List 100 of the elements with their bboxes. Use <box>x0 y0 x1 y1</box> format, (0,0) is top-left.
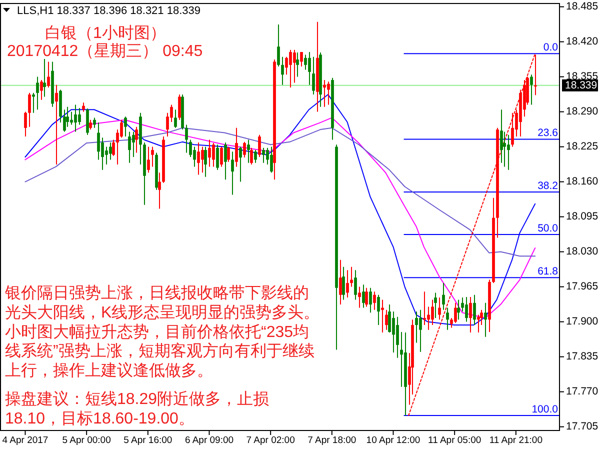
candlestick <box>457 299 460 320</box>
candlestick <box>377 294 380 326</box>
candlestick <box>197 142 200 176</box>
candlestick <box>327 81 330 106</box>
candlestick <box>193 146 196 168</box>
candlestick <box>254 150 257 164</box>
candlestick <box>101 137 104 170</box>
candlestick <box>120 119 123 138</box>
candlestick <box>93 117 96 128</box>
candlestick <box>178 94 181 120</box>
text: 白银（1小时图） <box>45 24 166 42</box>
candlestick <box>300 52 303 68</box>
candlestick <box>124 116 127 138</box>
candlestick <box>201 146 204 174</box>
candlestick <box>174 109 177 128</box>
candlestick <box>469 296 472 334</box>
candlestick <box>151 146 154 168</box>
candlestick <box>78 108 81 126</box>
candlestick <box>323 80 326 108</box>
candlestick <box>304 54 307 70</box>
candlestick <box>293 49 296 84</box>
y-tick-label: 17.900 <box>566 316 598 328</box>
candlestick <box>147 146 150 174</box>
candlestick <box>339 259 342 306</box>
candlestick <box>250 147 253 166</box>
candlestick <box>289 49 292 88</box>
candlestick <box>503 131 506 168</box>
candlestick <box>55 84 58 166</box>
y-tick-label: 18.160 <box>566 176 598 188</box>
candlestick <box>511 112 514 148</box>
candlestick <box>373 291 376 310</box>
candlestick <box>477 314 480 334</box>
candlestick <box>43 58 46 98</box>
candlestick <box>82 102 85 112</box>
annotation: 银价隔日强势上涨，日线报收略带下影线的光头大阳线，K线形态呈现明显的强势多头。小时图大幅拉升态势，目前价格依托“235均线系统”强势上涨，短期客观方向有利于继续上行，操作上建议逢低做多。 <box>4 284 320 380</box>
annotation: 100.0 <box>532 403 558 416</box>
candlestick <box>484 302 487 338</box>
candlestick <box>135 126 138 154</box>
candlestick <box>342 266 345 300</box>
candlestick <box>105 146 108 166</box>
candlestick <box>362 284 365 308</box>
candlestick <box>212 142 215 168</box>
candlestick <box>158 172 161 210</box>
candlestick <box>312 56 315 96</box>
candlestick <box>128 131 131 164</box>
candlestick <box>262 147 265 164</box>
y-tick-label: 18.290 <box>566 106 598 118</box>
candlestick <box>442 282 445 310</box>
text: 20170412（星期三） 09:45 <box>7 42 203 60</box>
candlestick <box>86 108 89 136</box>
candlestick <box>423 291 426 326</box>
candlestick <box>258 134 261 158</box>
candlestick <box>354 270 357 300</box>
candlestick <box>358 286 361 308</box>
candlestick <box>32 92 35 114</box>
candlestick <box>109 142 112 160</box>
x-tick-label: 6 Apr 09:00 <box>184 435 234 446</box>
candlestick <box>189 139 192 158</box>
x-tick-label: 4 Apr 2017 <box>2 435 48 446</box>
candlestick <box>281 56 284 86</box>
candlestick <box>270 146 273 174</box>
candlestick <box>112 139 115 156</box>
candlestick <box>74 104 77 132</box>
candlestick <box>454 302 457 324</box>
candlestick <box>204 146 207 178</box>
candlestick <box>388 304 391 334</box>
candlestick <box>346 270 349 298</box>
candlestick <box>507 134 510 170</box>
annotation: 38.2 <box>538 180 558 192</box>
candlestick <box>97 122 100 160</box>
annotation: 50.0 <box>538 222 558 235</box>
candlestick <box>231 151 234 196</box>
x-tick-label: 5 Apr 00:00 <box>62 435 111 446</box>
annotation: 18.10，目标18.60-19.00。 <box>5 410 194 428</box>
y-tick-label: 18.420 <box>566 36 598 48</box>
annotation: 23.6 <box>538 127 558 140</box>
candlestick <box>227 146 230 162</box>
candlestick <box>350 266 353 288</box>
candlestick <box>431 299 434 326</box>
candlestick <box>308 52 311 86</box>
x-tick-label: 11 Apr 05:00 <box>428 435 482 446</box>
candlestick <box>277 24 280 68</box>
candlestick <box>415 311 418 344</box>
candlestick <box>434 292 437 318</box>
x-tick-label: 7 Apr 02:00 <box>246 435 295 446</box>
candlestick <box>473 294 476 326</box>
y-tick-label: 18.030 <box>566 246 598 258</box>
candlestick <box>239 146 242 182</box>
candlestick <box>47 61 50 88</box>
candlestick <box>243 141 246 158</box>
annotation: 操盘建议：短线18.29附近做多，止损 <box>5 390 270 408</box>
candlestick <box>285 56 288 76</box>
candlestick <box>296 52 299 78</box>
y-tick-label: 17.705 <box>566 420 598 433</box>
candlestick <box>224 142 227 180</box>
candlestick <box>24 111 27 138</box>
line-series <box>24 127 536 257</box>
y-tick-label: 17.770 <box>566 386 598 398</box>
candlestick <box>419 309 422 352</box>
candlestick <box>66 106 69 128</box>
